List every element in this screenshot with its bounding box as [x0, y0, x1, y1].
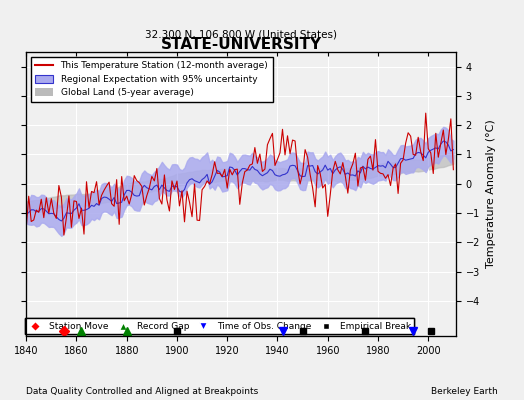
Y-axis label: Temperature Anomaly (°C): Temperature Anomaly (°C) — [486, 120, 496, 268]
Text: Data Quality Controlled and Aligned at Breakpoints: Data Quality Controlled and Aligned at B… — [26, 387, 258, 396]
Text: Berkeley Earth: Berkeley Earth — [431, 387, 498, 396]
Text: 32.300 N, 106.800 W (United States): 32.300 N, 106.800 W (United States) — [145, 29, 337, 39]
Title: STATE-UNIVERSITY: STATE-UNIVERSITY — [160, 37, 322, 52]
Legend: Station Move, Record Gap, Time of Obs. Change, Empirical Break: Station Move, Record Gap, Time of Obs. C… — [25, 318, 414, 334]
